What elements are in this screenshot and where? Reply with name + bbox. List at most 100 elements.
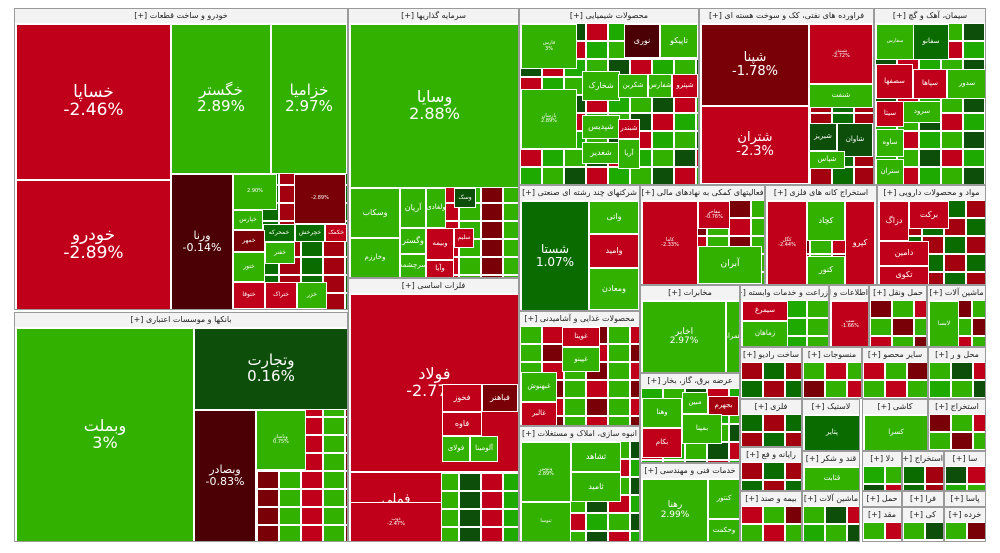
stock-tile[interactable]: سفارس bbox=[876, 24, 914, 60]
treemap-cell[interactable] bbox=[963, 149, 985, 167]
sector-title[interactable]: پاسا [+] bbox=[945, 492, 985, 506]
treemap-cell[interactable] bbox=[520, 167, 542, 184]
stock-tile[interactable]: سرود bbox=[903, 101, 941, 123]
treemap-cell[interactable] bbox=[963, 113, 985, 131]
treemap-cell[interactable] bbox=[503, 257, 518, 275]
treemap-cell[interactable] bbox=[941, 167, 963, 184]
stock-tile[interactable]: 2.90% bbox=[233, 174, 277, 210]
treemap-cell[interactable] bbox=[919, 131, 941, 149]
sector-title[interactable]: استخراج [+] bbox=[929, 400, 985, 415]
treemap-cell[interactable] bbox=[966, 254, 985, 272]
stock-tile[interactable]: فولای bbox=[442, 436, 470, 462]
treemap-cell[interactable] bbox=[751, 218, 764, 236]
stock-tile[interactable]: شخارک bbox=[582, 71, 620, 101]
treemap-cell[interactable] bbox=[257, 507, 279, 525]
treemap-cell[interactable] bbox=[925, 522, 943, 540]
treemap-cell[interactable] bbox=[985, 167, 986, 185]
stock-tile[interactable]: سیتا bbox=[876, 101, 904, 127]
treemap-cell[interactable] bbox=[630, 380, 639, 398]
treemap-cell[interactable] bbox=[652, 131, 674, 149]
treemap-cell[interactable] bbox=[481, 239, 503, 257]
treemap-cell[interactable] bbox=[847, 506, 859, 524]
treemap-cell[interactable] bbox=[885, 484, 901, 490]
treemap-cell[interactable] bbox=[785, 336, 807, 346]
treemap-cell[interactable] bbox=[323, 507, 345, 525]
treemap-cell[interactable] bbox=[785, 380, 801, 398]
stock-tile[interactable]: سرچشمه bbox=[400, 254, 426, 277]
treemap-cell[interactable] bbox=[825, 380, 847, 398]
sector-title[interactable]: استخراج کانه های فلزی [+] bbox=[766, 186, 876, 201]
treemap-cell[interactable] bbox=[481, 257, 503, 275]
stock-tile[interactable]: شستا 1.07% bbox=[521, 201, 589, 310]
treemap-cell[interactable] bbox=[741, 414, 763, 432]
treemap-cell[interactable] bbox=[885, 522, 901, 540]
stock-tile[interactable]: شبریز bbox=[809, 123, 837, 151]
treemap-cell[interactable] bbox=[929, 380, 951, 398]
treemap-cell[interactable] bbox=[586, 513, 608, 531]
treemap-cell[interactable] bbox=[944, 254, 966, 272]
treemap-cell[interactable] bbox=[985, 77, 986, 95]
treemap-cell[interactable] bbox=[586, 380, 608, 398]
stock-tile[interactable]: تاپیکو bbox=[660, 24, 698, 58]
stock-tile[interactable]: بکام bbox=[642, 428, 682, 458]
sector-title[interactable]: خودرو و ساخت قطعات [+] bbox=[15, 9, 347, 24]
treemap-cell[interactable] bbox=[967, 522, 985, 540]
stock-tile[interactable]: سفانو bbox=[913, 24, 949, 60]
treemap-cell[interactable] bbox=[951, 432, 973, 450]
treemap-cell[interactable] bbox=[914, 318, 926, 336]
stock-tile[interactable]: کاما -2.33% bbox=[642, 201, 698, 284]
sector-title[interactable]: زراعت و خدمات وابسته [+] bbox=[741, 286, 828, 301]
treemap-cell[interactable] bbox=[967, 540, 985, 541]
stock-tile[interactable]: مفاخر -0.76% bbox=[698, 201, 730, 229]
stock-tile[interactable]: خزر bbox=[297, 282, 327, 309]
stock-tile[interactable]: کگل -2.44% bbox=[767, 201, 807, 284]
sector-title[interactable]: محل و ر [+] bbox=[929, 348, 985, 363]
treemap-cell[interactable] bbox=[985, 41, 986, 59]
stock-tile[interactable]: وپاسار 0.75% bbox=[256, 410, 306, 470]
treemap-cell[interactable] bbox=[985, 23, 986, 41]
sector-title[interactable]: دلا [+] bbox=[863, 452, 901, 467]
treemap-cell[interactable] bbox=[520, 149, 542, 167]
treemap-cell[interactable] bbox=[674, 167, 696, 184]
treemap-cell[interactable] bbox=[696, 149, 698, 167]
stock-tile[interactable]: آبران bbox=[698, 246, 762, 284]
treemap-cell[interactable] bbox=[925, 484, 943, 490]
stock-tile[interactable]: ذوب -2.47% bbox=[350, 502, 442, 541]
stock-tile[interactable]: نوری bbox=[624, 24, 660, 58]
stock-tile[interactable]: غبهنوش bbox=[521, 372, 557, 402]
treemap-cell[interactable] bbox=[729, 218, 751, 236]
treemap-cell[interactable] bbox=[257, 489, 279, 507]
treemap-cell[interactable] bbox=[763, 362, 785, 380]
stock-tile[interactable]: سدور bbox=[947, 69, 985, 99]
sector-title[interactable]: سرمایه گذاریها [+] bbox=[349, 9, 518, 24]
treemap-cell[interactable] bbox=[847, 362, 861, 380]
treemap-cell[interactable] bbox=[825, 506, 847, 524]
treemap-cell[interactable] bbox=[503, 509, 518, 527]
treemap-cell[interactable] bbox=[345, 293, 347, 309]
treemap-cell[interactable] bbox=[564, 416, 586, 425]
treemap-cell[interactable] bbox=[301, 257, 323, 275]
stock-tile[interactable]: ثامید bbox=[571, 472, 621, 502]
treemap-cell[interactable] bbox=[929, 432, 951, 450]
treemap-cell[interactable] bbox=[951, 362, 973, 380]
stock-tile[interactable]: پتایر bbox=[804, 415, 859, 450]
treemap-cell[interactable] bbox=[785, 300, 807, 318]
treemap-cell[interactable] bbox=[608, 380, 630, 398]
stock-tile[interactable]: کسرا bbox=[864, 415, 927, 450]
treemap-cell[interactable] bbox=[729, 424, 739, 442]
stock-tile[interactable]: قثابت bbox=[804, 467, 859, 490]
treemap-cell[interactable] bbox=[503, 275, 518, 277]
treemap-cell[interactable] bbox=[707, 460, 729, 462]
treemap-cell[interactable] bbox=[863, 466, 885, 484]
treemap-cell[interactable] bbox=[630, 398, 639, 416]
sector-title[interactable]: قند و شکر [+] bbox=[803, 452, 859, 467]
treemap-cell[interactable] bbox=[985, 113, 986, 131]
treemap-cell[interactable] bbox=[685, 442, 707, 460]
treemap-cell[interactable] bbox=[907, 380, 927, 398]
treemap-cell[interactable] bbox=[963, 23, 985, 41]
treemap-cell[interactable] bbox=[832, 167, 854, 184]
stock-tile[interactable]: کنور bbox=[807, 256, 845, 284]
stock-tile[interactable]: اخابر 2.97% bbox=[642, 301, 726, 372]
treemap-cell[interactable] bbox=[763, 380, 785, 398]
treemap-cell[interactable] bbox=[870, 300, 892, 318]
